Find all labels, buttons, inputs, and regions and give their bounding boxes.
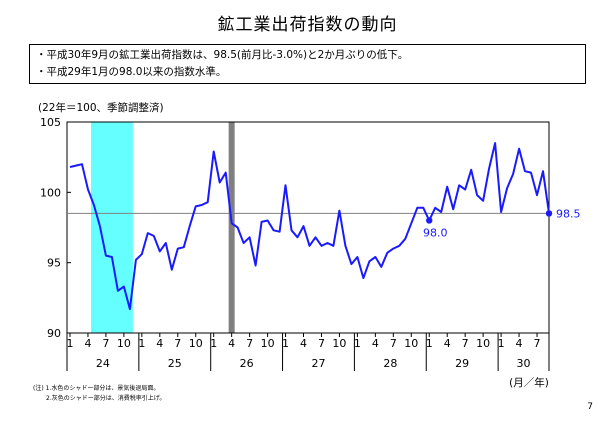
x-month-label: 10 xyxy=(476,337,490,350)
x-month-label: 10 xyxy=(332,337,346,350)
x-month-label: 1 xyxy=(354,337,361,350)
plot-frame xyxy=(66,121,550,334)
x-month-label: 7 xyxy=(318,337,325,350)
series-line xyxy=(69,142,550,311)
y-tick-label: 100 xyxy=(40,186,61,199)
x-year-label: 26 xyxy=(240,357,254,370)
x-month-label: 7 xyxy=(246,337,253,350)
summary-line-2: ・平成29年1月の98.0以来の指数水準。 xyxy=(36,66,227,78)
x-month-label: 7 xyxy=(462,337,469,350)
x-month-label: 4 xyxy=(156,337,163,350)
x-year-label: 30 xyxy=(517,357,531,370)
x-year-label: 27 xyxy=(311,357,325,370)
x-month-label: 4 xyxy=(516,337,523,350)
x-year-label: 28 xyxy=(383,357,397,370)
x-month-label: 10 xyxy=(261,337,275,350)
tax-hike-shade xyxy=(228,122,235,333)
annotation-point xyxy=(426,217,433,224)
x-month-label: 4 xyxy=(300,337,307,350)
x-month-label: 7 xyxy=(174,337,181,350)
x-month-label: 1 xyxy=(498,337,505,350)
x-month-label: 10 xyxy=(404,337,418,350)
annotation-label: 98.0 xyxy=(423,226,448,239)
recession-shade xyxy=(90,122,133,333)
footnotes: (注) 1.水色のシャドー部分は、景気後退局面。 2.灰色のシャドー部分は、消費… xyxy=(33,384,165,404)
footnote-1: (注) 1.水色のシャドー部分は、景気後退局面。 xyxy=(33,385,160,392)
x-month-label: 10 xyxy=(117,337,131,350)
x-month-label: 4 xyxy=(228,337,235,350)
summary-box: ・平成30年9月の鉱工業出荷指数は、98.5(前月比-3.0%)と2か月ぶりの低… xyxy=(29,44,586,84)
x-year-label: 29 xyxy=(455,357,469,370)
page-number: 7 xyxy=(587,402,593,412)
unit-label: (22年＝100、季節調整済) xyxy=(38,102,164,114)
x-month-label: 1 xyxy=(66,337,73,350)
annotation-label: 98.5 xyxy=(556,207,581,220)
y-tick-label: 90 xyxy=(47,327,61,340)
page-title: 鉱工業出荷指数の動向 xyxy=(217,15,398,35)
annotation-point xyxy=(545,210,553,217)
summary-line-1: ・平成30年9月の鉱工業出荷指数は、98.5(前月比-3.0%)と2か月ぶりの低… xyxy=(36,49,409,61)
x-month-label: 7 xyxy=(390,337,397,350)
x-month-label: 4 xyxy=(372,337,379,350)
x-axis-label: (月／年) xyxy=(509,376,549,389)
y-tick-label: 95 xyxy=(47,257,61,270)
x-month-label: 10 xyxy=(189,337,203,350)
x-month-label: 7 xyxy=(534,337,541,350)
x-month-label: 1 xyxy=(138,337,145,350)
x-month-label: 4 xyxy=(444,337,451,350)
footnote-2: 2.灰色のシャドー部分は、消費税率引上げ。 xyxy=(46,395,166,402)
x-year-label: 24 xyxy=(96,357,110,370)
x-month-label: 4 xyxy=(84,337,91,350)
x-month-label: 7 xyxy=(102,337,109,350)
x-month-label: 1 xyxy=(282,337,289,350)
x-month-label: 1 xyxy=(210,337,217,350)
x-month-label: 1 xyxy=(426,337,433,350)
y-tick-label: 105 xyxy=(40,116,61,129)
x-year-label: 25 xyxy=(168,357,182,370)
